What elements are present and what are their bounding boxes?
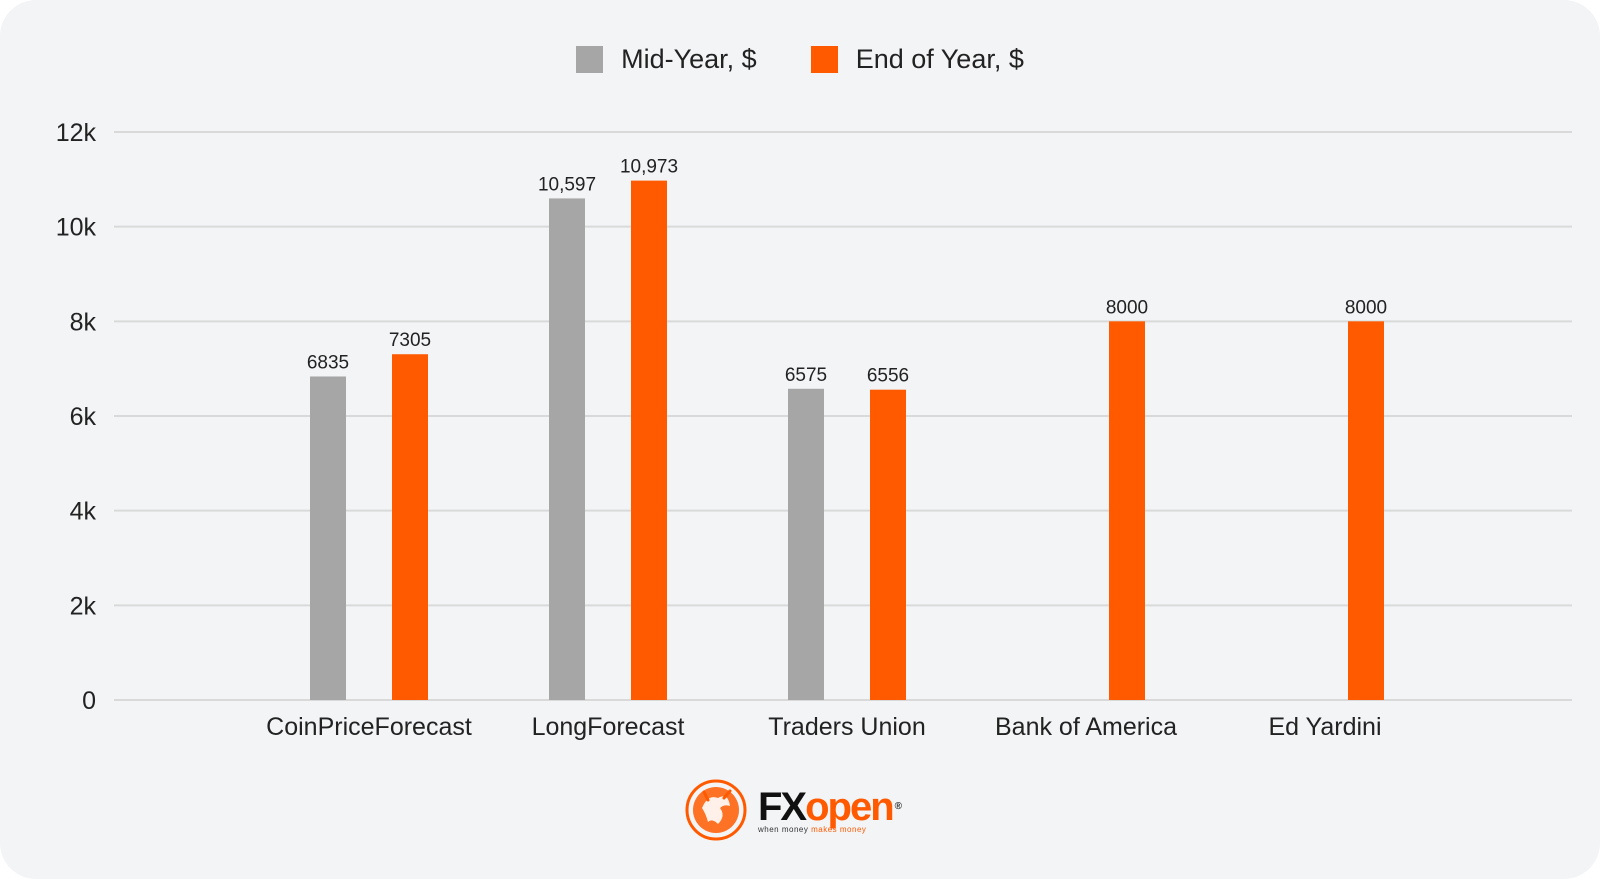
- bar-end-of-year: [870, 389, 906, 700]
- bar-end-of-year: [1348, 321, 1384, 700]
- bar-mid-year: [310, 376, 346, 700]
- data-label-end-of-year: 7305: [389, 330, 431, 351]
- logo-tagline: when money makes money: [758, 825, 900, 834]
- logo-wordmark: FXopen ® when money makes money: [758, 784, 903, 834]
- data-labels: 6835 10,597 6575 7305 10,973 6556 8000 8000: [307, 157, 1387, 387]
- logo-open-text: open: [805, 784, 895, 829]
- data-label-mid-year: 10,597: [538, 174, 596, 195]
- data-label-mid-year: 6835: [307, 352, 349, 373]
- logo-tagline-b: makes money: [811, 824, 867, 834]
- bar-mid-year: [549, 198, 585, 700]
- y-tick-label: 6k: [70, 403, 97, 431]
- legend-swatch-end-of-year: [810, 46, 838, 73]
- legend-swatch-mid-year: [576, 46, 604, 73]
- fxopen-logo: FXopen ® when money makes money: [684, 778, 903, 842]
- logo-registered-mark: ®: [894, 800, 903, 812]
- bar-mid-year: [788, 388, 824, 700]
- bar-end-of-year: [1109, 321, 1145, 700]
- x-tick-label: Traders Union: [768, 713, 925, 741]
- x-tick-label: CoinPriceForecast: [266, 713, 472, 741]
- y-tick-label: 8k: [70, 308, 97, 336]
- legend-item-mid-year: Mid-Year, $: [576, 44, 757, 75]
- y-tick-label: 0: [82, 687, 96, 715]
- y-tick-label: 2k: [70, 592, 97, 620]
- data-label-end-of-year: 8000: [1345, 297, 1387, 318]
- x-axis-ticks: CoinPriceForecast LongForecast Traders Uni…: [266, 713, 1381, 741]
- x-tick-label: LongForecast: [532, 713, 685, 741]
- y-axis-ticks: 0 2k 4k 6k 8k 10k 12k: [56, 119, 97, 715]
- data-label-end-of-year: 10,973: [620, 157, 678, 178]
- y-tick-label: 12k: [56, 119, 97, 147]
- data-label-mid-year: 6575: [785, 365, 827, 386]
- bars: [310, 180, 1384, 700]
- bar-end-of-year: [392, 354, 428, 700]
- logo-tagline-a: when money: [758, 824, 809, 834]
- legend-label-end-of-year: End of Year, $: [855, 44, 1024, 74]
- logo-fx-text: FX: [758, 784, 807, 829]
- x-tick-label: Ed Yardini: [1268, 713, 1381, 741]
- y-tick-label: 4k: [70, 498, 97, 526]
- x-tick-label: Bank of America: [995, 713, 1177, 741]
- bar-end-of-year: [631, 180, 667, 700]
- data-label-end-of-year: 8000: [1106, 297, 1148, 318]
- bull-bear-emblem-icon: [685, 779, 747, 841]
- legend-label-mid-year: Mid-Year, $: [621, 44, 757, 74]
- legend-item-end-of-year: End of Year, $: [810, 44, 1024, 75]
- legend: Mid-Year, $ End of Year, $: [0, 44, 1600, 75]
- y-tick-label: 10k: [56, 214, 97, 242]
- grid-layer: [114, 131, 1572, 701]
- data-label-end-of-year: 6556: [867, 366, 909, 387]
